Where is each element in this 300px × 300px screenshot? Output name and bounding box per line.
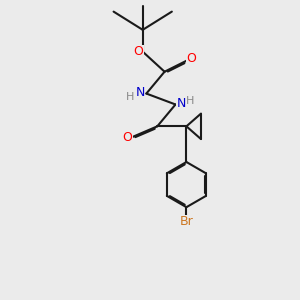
Text: Br: Br — [179, 215, 193, 228]
Text: H: H — [126, 92, 134, 102]
Text: O: O — [122, 131, 132, 144]
Text: O: O — [133, 45, 143, 58]
Text: N: N — [136, 85, 145, 99]
Text: H: H — [186, 96, 195, 106]
Text: O: O — [186, 52, 196, 65]
Text: N: N — [176, 97, 186, 110]
